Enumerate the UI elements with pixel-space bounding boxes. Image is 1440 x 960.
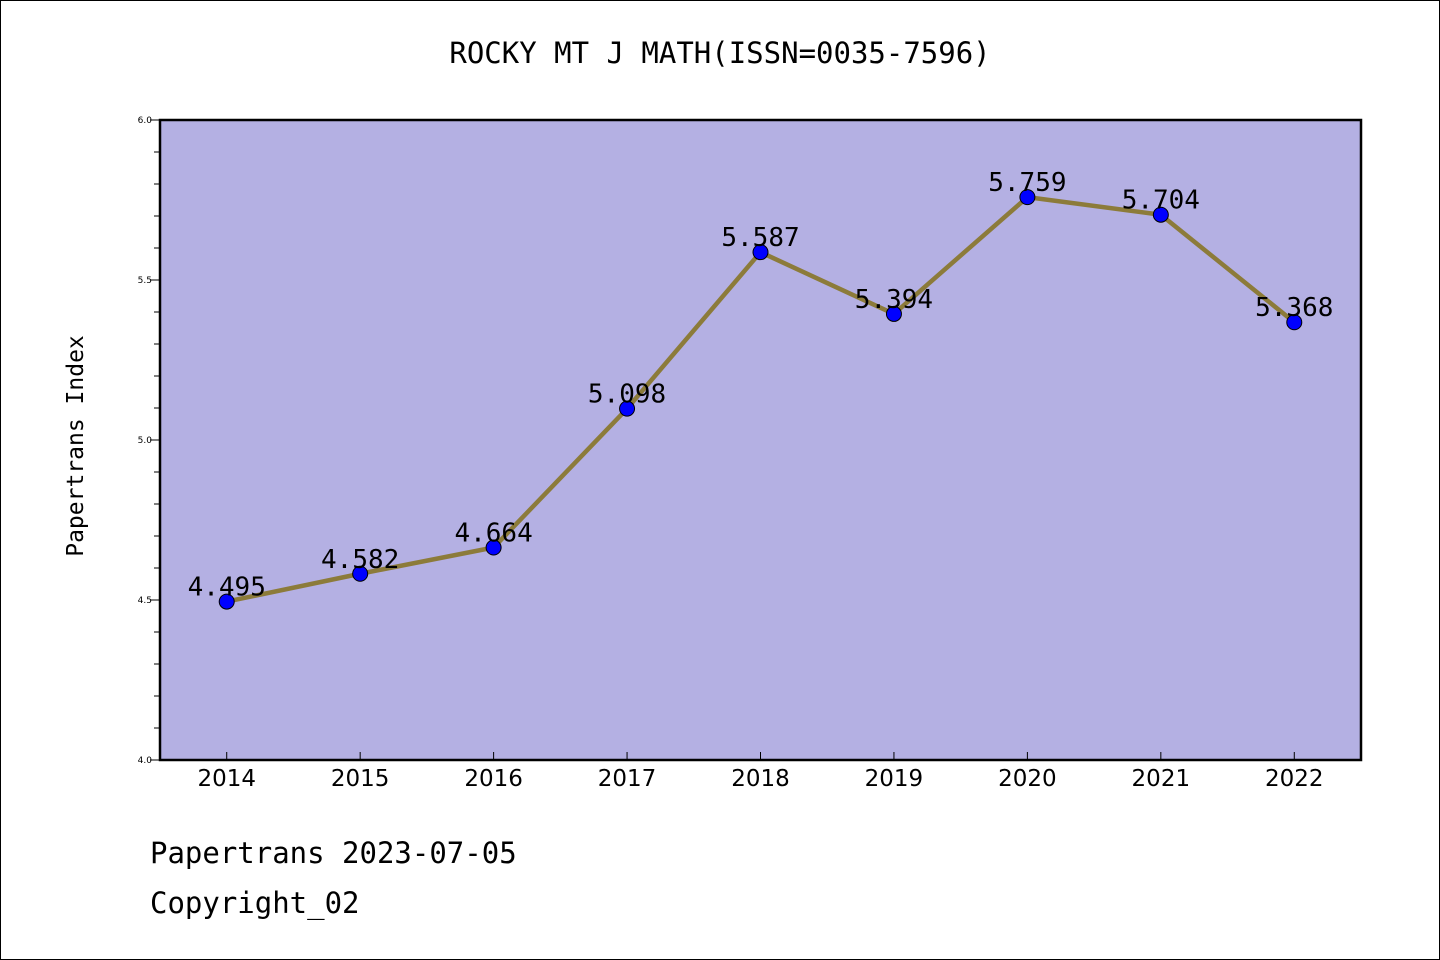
data-point xyxy=(885,305,902,322)
x-tick-label: 2014 xyxy=(197,766,256,792)
data-labels: 4.495 4.582 4.664 5.098 5.587 5.394 5.759 5.704… xyxy=(188,168,1334,602)
y-axis: 4.0 4.5 5.0 5.5 6.0 xyxy=(138,116,160,766)
data-label: 5.759 xyxy=(988,168,1066,198)
data-label: 5.587 xyxy=(721,223,799,253)
x-tick-label: 2016 xyxy=(464,766,523,792)
data-point xyxy=(619,400,636,417)
y-tick-label: 6.0 xyxy=(138,116,153,126)
data-label: 5.704 xyxy=(1122,186,1200,216)
x-tick-label: 2015 xyxy=(331,766,390,792)
x-tick-label: 2018 xyxy=(731,766,790,792)
chart-title: ROCKY MT J MATH(ISSN=0035-7596) xyxy=(449,36,991,70)
plot-border xyxy=(158,118,1363,762)
plot-area xyxy=(160,120,1361,760)
data-point xyxy=(485,539,502,556)
data-label: 4.495 xyxy=(188,573,266,603)
data-label: 5.368 xyxy=(1255,293,1333,323)
x-tick-label: 2021 xyxy=(1132,766,1191,792)
data-label: 5.098 xyxy=(588,380,666,410)
data-point xyxy=(1286,314,1303,331)
footer-date: Papertrans 2023-07-05 xyxy=(150,836,517,870)
x-axis: 2014 2015 2016 2017 2018 2019 2020 2021 2022 xyxy=(197,752,1324,792)
data-label: 4.582 xyxy=(321,545,399,575)
y-tick-label: 5.0 xyxy=(138,436,153,446)
footer-copyright: Copyright_02 xyxy=(150,886,360,920)
x-tick-label: 2019 xyxy=(865,766,924,792)
data-label: 5.394 xyxy=(855,285,933,315)
y-tick-label: 5.5 xyxy=(138,276,152,286)
data-point xyxy=(352,565,369,582)
data-label: 4.664 xyxy=(454,519,532,549)
x-tick-label: 2017 xyxy=(598,766,657,792)
series-markers xyxy=(218,189,1303,610)
data-point xyxy=(752,244,769,261)
data-point xyxy=(1019,189,1036,206)
data-point xyxy=(218,593,235,610)
data-point xyxy=(1152,206,1169,223)
x-tick-label: 2022 xyxy=(1265,766,1324,792)
y-tick-label: 4.5 xyxy=(138,596,152,606)
x-tick-label: 2020 xyxy=(998,766,1057,792)
y-tick-label: 4.0 xyxy=(138,756,153,766)
